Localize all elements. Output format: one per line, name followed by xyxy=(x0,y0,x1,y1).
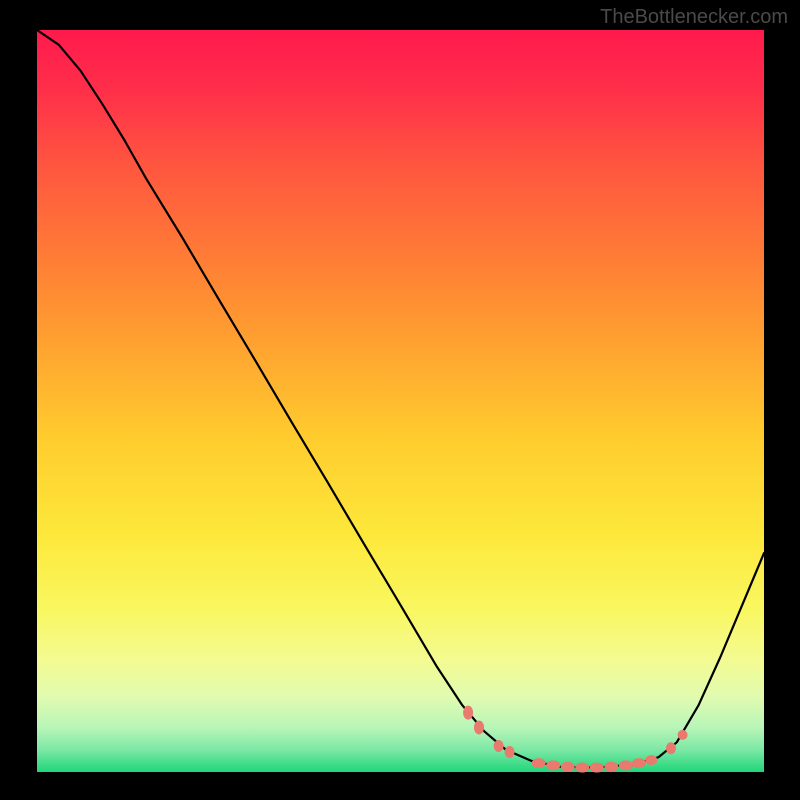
curve-marker xyxy=(678,730,688,740)
curve-marker xyxy=(590,763,604,773)
bottleneck-chart xyxy=(0,0,800,800)
chart-container: TheBottlenecker.com xyxy=(0,0,800,800)
curve-marker xyxy=(604,762,618,772)
curve-marker xyxy=(494,740,504,752)
watermark-text: TheBottlenecker.com xyxy=(600,6,788,29)
curve-marker xyxy=(546,760,560,770)
curve-marker xyxy=(463,706,473,720)
curve-marker xyxy=(532,758,546,768)
plot-background xyxy=(37,30,764,772)
curve-marker xyxy=(575,763,589,773)
curve-marker xyxy=(645,755,657,765)
curve-marker xyxy=(474,720,484,734)
curve-marker xyxy=(666,742,676,754)
curve-marker xyxy=(632,758,646,768)
curve-marker xyxy=(619,760,633,770)
curve-marker xyxy=(561,762,575,772)
curve-marker xyxy=(505,746,515,758)
